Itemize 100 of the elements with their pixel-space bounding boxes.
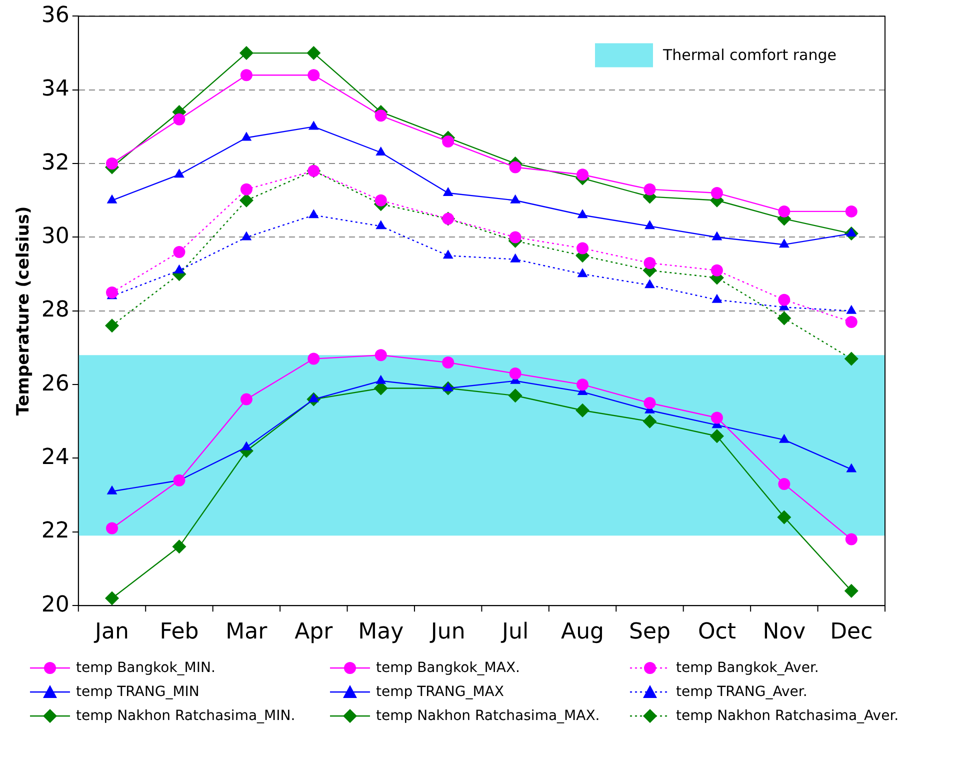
- point: [374, 110, 387, 122]
- point: [778, 294, 790, 306]
- point: [106, 485, 118, 494]
- point: [174, 264, 184, 274]
- y-tick-label: 32: [41, 150, 70, 176]
- y-tick-label: 34: [41, 76, 70, 102]
- y-tick-label: 24: [41, 444, 70, 470]
- x-tick-label: Sep: [629, 620, 670, 645]
- point: [241, 441, 252, 450]
- point: [241, 132, 252, 141]
- point: [710, 412, 723, 424]
- point: [778, 238, 790, 248]
- point: [106, 194, 118, 204]
- point: [510, 253, 520, 262]
- point: [710, 264, 723, 276]
- point: [374, 194, 387, 206]
- point: [710, 187, 723, 200]
- x-tick-label: Dec: [830, 620, 873, 645]
- point: [374, 349, 387, 362]
- point: [241, 231, 252, 240]
- legend-label: temp Bangkok_MIN.: [76, 660, 216, 676]
- point: [778, 478, 790, 490]
- point: [509, 368, 522, 380]
- x-tick-label: Jun: [428, 620, 466, 645]
- point: [174, 168, 184, 178]
- point: [644, 396, 656, 409]
- legend-label: temp Nakhon Ratchasima_MAX.: [376, 708, 600, 724]
- point: [308, 69, 320, 82]
- point: [306, 46, 321, 60]
- legend-label: temp Nakhon Ratchasima_Aver.: [676, 708, 899, 724]
- point: [106, 158, 118, 170]
- point: [510, 194, 520, 204]
- point: [308, 352, 320, 365]
- point: [576, 168, 589, 181]
- point: [308, 209, 319, 218]
- point: [577, 268, 588, 278]
- point: [844, 352, 858, 366]
- point: [240, 183, 252, 196]
- point: [846, 304, 857, 314]
- point: [376, 146, 386, 156]
- point: [576, 403, 590, 418]
- point: [576, 242, 589, 254]
- point: [173, 113, 186, 126]
- point: [644, 220, 655, 230]
- point: [239, 46, 254, 60]
- x-tick-label: Jul: [500, 620, 529, 645]
- point: [442, 135, 454, 148]
- point: [577, 209, 588, 218]
- y-tick-label: 30: [41, 224, 70, 249]
- point: [106, 522, 118, 534]
- legend-label: temp TRANG_MIN: [76, 684, 200, 700]
- y-tick-label: 26: [41, 371, 70, 396]
- point: [844, 584, 858, 598]
- point: [712, 294, 722, 303]
- point: [778, 434, 790, 443]
- y-tick-label: 28: [41, 298, 70, 323]
- x-tick-label: Aug: [561, 620, 604, 645]
- y-axis-title: Temperature (celsius): [14, 206, 34, 416]
- point: [508, 388, 522, 403]
- point: [576, 378, 589, 391]
- point: [172, 540, 186, 554]
- point: [509, 231, 522, 244]
- point: [308, 120, 319, 130]
- point: [173, 246, 186, 258]
- point: [376, 220, 386, 230]
- point: [442, 356, 454, 368]
- point: [710, 429, 724, 444]
- point: [846, 228, 857, 237]
- point: [777, 311, 792, 326]
- x-tick-label: Jan: [93, 620, 129, 645]
- point: [240, 393, 252, 406]
- point: [644, 279, 655, 288]
- point: [778, 205, 790, 218]
- point: [173, 474, 186, 486]
- x-tick-label: Nov: [762, 620, 806, 645]
- x-tick-label: Mar: [226, 620, 268, 645]
- point: [376, 374, 386, 384]
- x-tick-label: May: [358, 620, 404, 645]
- legend-label: temp Bangkok_Aver.: [676, 660, 819, 676]
- legend-label: temp Bangkok_MAX.: [376, 660, 520, 676]
- legend-label: temp TRANG_Aver.: [676, 684, 808, 700]
- x-tick-label: Apr: [294, 620, 334, 645]
- y-tick-label: 36: [41, 2, 70, 28]
- point: [845, 316, 858, 328]
- point: [509, 161, 522, 174]
- point: [644, 257, 656, 270]
- point: [442, 250, 454, 259]
- x-tick-label: Oct: [698, 620, 736, 645]
- point: [644, 183, 656, 196]
- point: [106, 286, 118, 298]
- legend-label: Thermal comfort range: [662, 46, 836, 64]
- point: [239, 193, 254, 208]
- point: [105, 591, 120, 606]
- point: [845, 533, 858, 546]
- legend-label: temp TRANG_MAX: [376, 684, 504, 700]
- point: [240, 69, 252, 82]
- point: [845, 205, 858, 218]
- y-tick-label: 20: [41, 592, 70, 618]
- y-tick-label: 22: [41, 518, 70, 544]
- legend-label: temp Nakhon Ratchasima_MIN.: [76, 708, 296, 724]
